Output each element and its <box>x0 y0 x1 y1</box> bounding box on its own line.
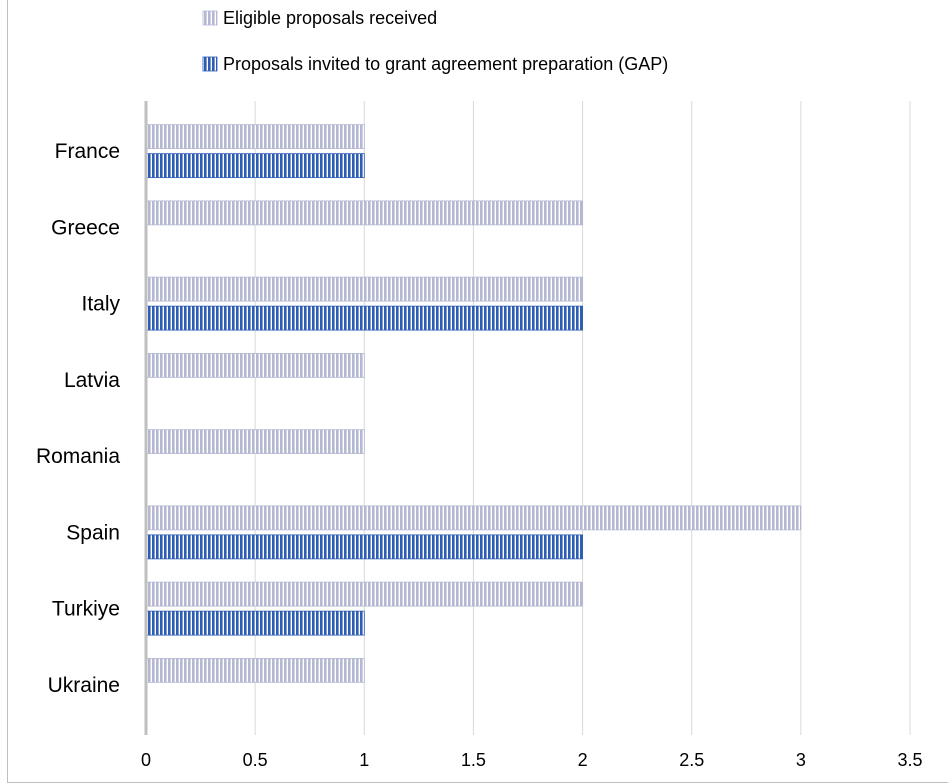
category-label: Greece <box>51 216 120 239</box>
category-label: France <box>55 140 120 163</box>
category-label: Italy <box>81 293 120 316</box>
bar-invited <box>146 534 583 560</box>
category-label: Romania <box>36 445 120 468</box>
x-tick-label: 3 <box>796 750 806 770</box>
bar-eligible <box>146 505 802 531</box>
x-tick-label: 2 <box>578 750 588 770</box>
bar-eligible <box>146 276 583 302</box>
x-tick-label: 1 <box>359 750 369 770</box>
x-tick-label: 1.5 <box>461 750 486 770</box>
bar-eligible <box>146 124 365 150</box>
gridlines <box>254 101 911 735</box>
bar-eligible <box>146 429 365 455</box>
bars <box>146 124 802 683</box>
bar-eligible <box>146 581 583 607</box>
chart-frame-left <box>7 0 8 783</box>
x-tick-label: 0 <box>141 750 151 770</box>
axis: 0 0.5 1 1.5 2 2.5 3 3.5 France Greece Italy Latvia R… <box>36 101 923 770</box>
category-label: Ukraine <box>48 674 120 697</box>
legend-swatch <box>202 56 218 72</box>
x-tick-label: 2.5 <box>679 750 704 770</box>
x-tick-label: 3.5 <box>897 750 922 770</box>
bar-eligible <box>146 352 365 378</box>
category-label: Spain <box>66 521 120 544</box>
category-label: Turkiye <box>52 598 120 621</box>
legend-swatch <box>202 10 218 26</box>
bar-eligible <box>146 657 365 683</box>
bar-eligible <box>146 200 583 226</box>
bar-invited <box>146 610 365 636</box>
bar-invited <box>146 153 365 179</box>
legend-label: Proposals invited to grant agreement pre… <box>223 54 668 74</box>
category-label: Latvia <box>64 369 120 392</box>
legend-label: Eligible proposals received <box>223 8 437 28</box>
legend: Eligible proposals received Proposals inv… <box>202 8 668 74</box>
x-tick-label: 0.5 <box>243 750 268 770</box>
bar-invited <box>146 305 583 331</box>
